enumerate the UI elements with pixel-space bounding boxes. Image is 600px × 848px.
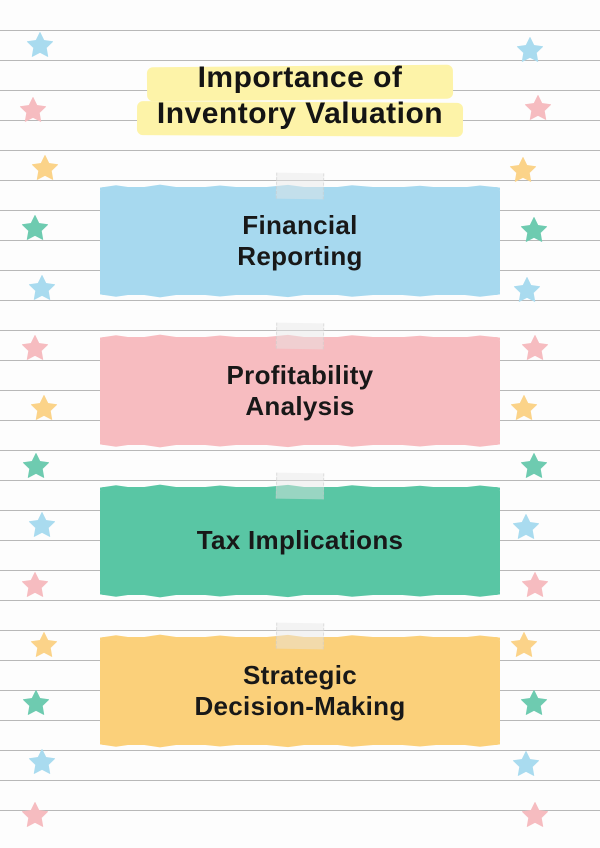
info-card: FinancialReporting — [100, 187, 500, 295]
content-area: Importance ofInventory Valuation Financi… — [0, 0, 600, 785]
tape-icon — [276, 173, 324, 200]
info-card: StrategicDecision-Making — [100, 637, 500, 745]
card-label: ProfitabilityAnalysis — [227, 360, 374, 422]
tape-icon — [276, 323, 324, 350]
title-container: Importance ofInventory Valuation — [157, 60, 443, 132]
card-label: FinancialReporting — [237, 210, 362, 272]
card-label: StrategicDecision-Making — [194, 660, 405, 722]
tape-icon — [276, 623, 324, 650]
card-label: Tax Implications — [197, 525, 404, 556]
card-list: FinancialReporting ProfitabilityAnalysis T… — [100, 187, 500, 745]
page-title: Importance ofInventory Valuation — [157, 60, 443, 132]
info-card: Tax Implications — [100, 487, 500, 595]
info-card: ProfitabilityAnalysis — [100, 337, 500, 445]
tape-icon — [276, 473, 324, 500]
